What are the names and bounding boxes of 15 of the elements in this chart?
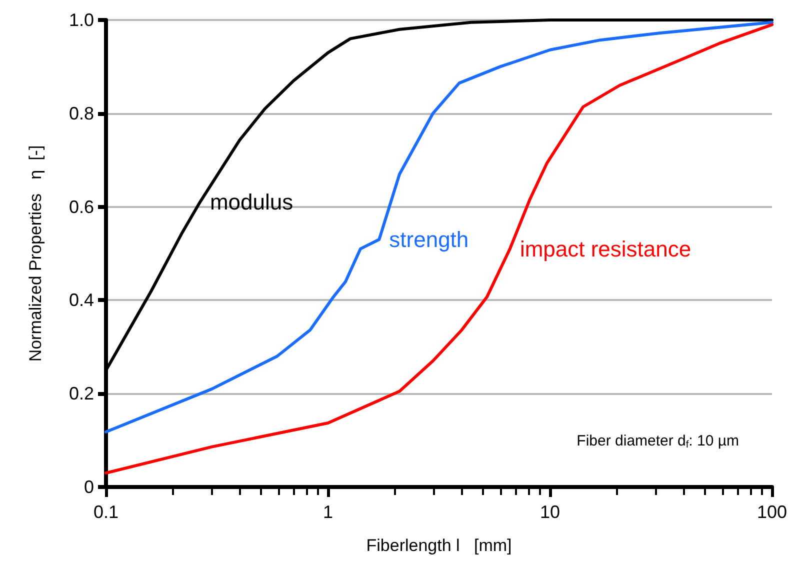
y-tick-label: 1.0 <box>68 10 94 30</box>
y-axis-title: Normalized Properties η [-] <box>26 145 45 362</box>
y-tick-label: 0.6 <box>68 196 94 217</box>
y-tick-label: 0 <box>84 477 94 497</box>
x-tick-label: 1 <box>322 502 334 522</box>
x-tick-label: 100 <box>756 502 788 522</box>
y-tick-label: 0.8 <box>68 103 94 124</box>
x-tick-label: 10 <box>540 502 560 522</box>
y-tick-label: 0.4 <box>68 290 94 310</box>
y-tick-label: 0.2 <box>68 384 94 404</box>
series-label: modulus <box>210 190 294 215</box>
x-axis-title: Fiberlength l [mm] <box>366 536 512 555</box>
x-tick-label: 0.1 <box>93 502 119 522</box>
series-label: impact resistance <box>520 236 692 262</box>
series-label: strength <box>389 226 469 252</box>
